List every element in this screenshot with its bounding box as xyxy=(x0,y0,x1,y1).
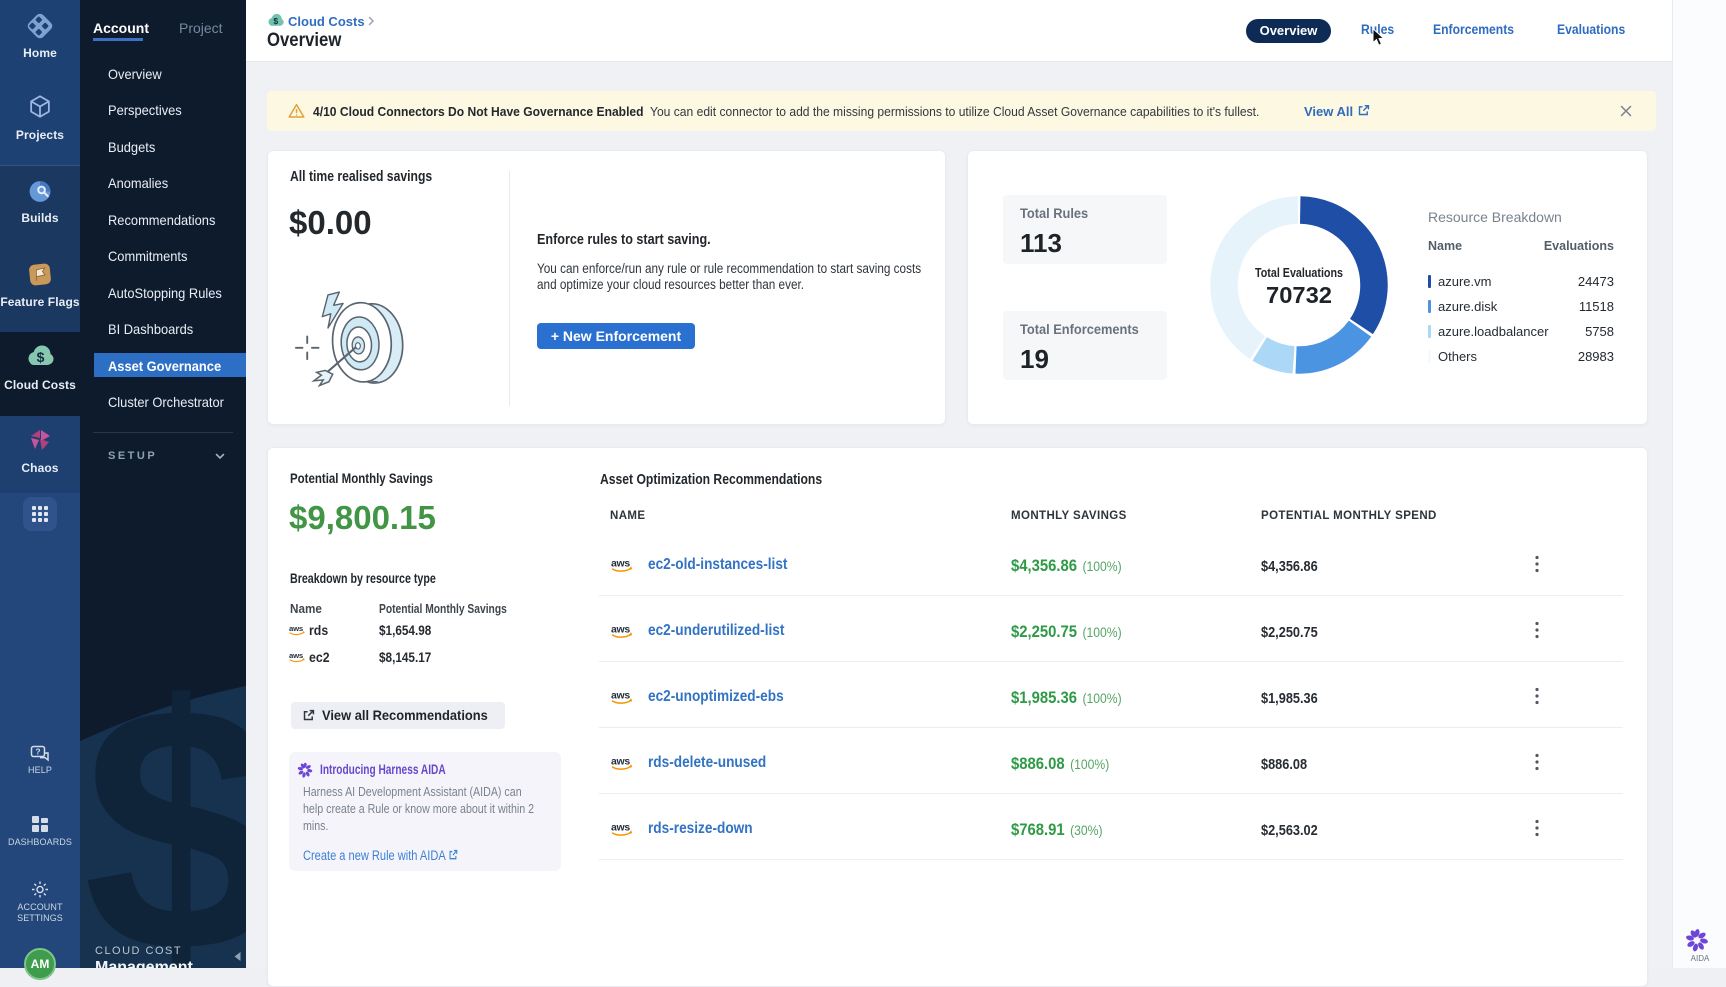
svg-text:?: ? xyxy=(35,747,40,757)
svg-text:aws: aws xyxy=(289,651,303,660)
svg-text:aws: aws xyxy=(289,624,303,633)
svg-text:aws: aws xyxy=(611,624,630,636)
svg-text:aws: aws xyxy=(611,822,630,834)
svg-text:70732: 70732 xyxy=(1266,282,1332,308)
svg-text:$: $ xyxy=(273,16,278,26)
svg-text:$: $ xyxy=(37,349,45,365)
svg-text:aws: aws xyxy=(611,558,630,570)
svg-text:aws: aws xyxy=(611,690,630,702)
svg-text:aws: aws xyxy=(611,756,630,768)
svg-text:Total Evaluations: Total Evaluations xyxy=(1255,266,1343,280)
